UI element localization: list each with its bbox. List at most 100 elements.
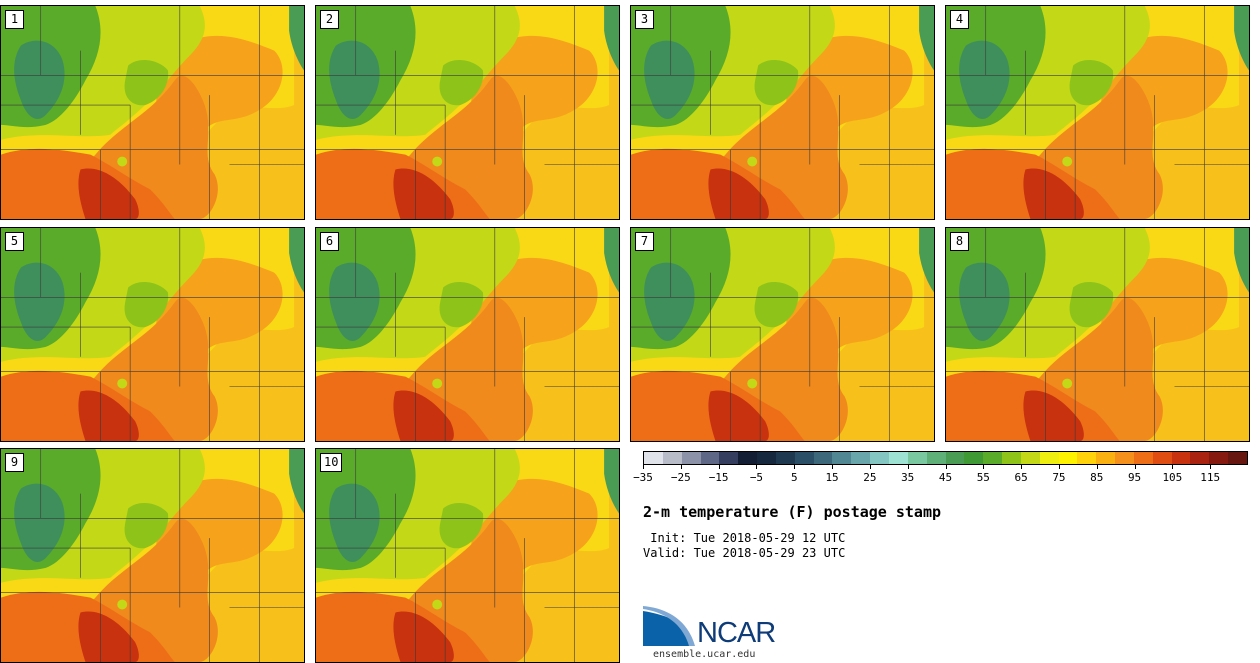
temperature-map: [1, 228, 304, 441]
stamp-panel-1[interactable]: 1: [0, 5, 305, 220]
colorbar-segment: [1096, 452, 1116, 464]
temperature-field: [432, 378, 443, 389]
colorbar-tick-label: 55: [976, 471, 990, 484]
stamp-panel-4[interactable]: 4: [945, 5, 1250, 220]
colorbar-segment: [1133, 452, 1153, 464]
logo-wordmark: NCAR: [697, 617, 776, 649]
temperature-field: [1023, 168, 1084, 219]
colorbar-segment: [1077, 452, 1097, 464]
stamp-panel-7[interactable]: 7: [630, 227, 935, 442]
member-label: 5: [5, 232, 24, 251]
temperature-map: [1, 6, 304, 219]
stamp-panel-10[interactable]: 10: [315, 448, 620, 663]
colorbar-segment: [1171, 452, 1191, 464]
colorbar-segment: [1209, 452, 1229, 464]
colorbar-tick: [832, 465, 834, 469]
valid-time: Valid: Tue 2018-05-29 23 UTC: [643, 546, 846, 560]
colorbar-tick: [1210, 465, 1212, 469]
colorbar-tick: [756, 465, 758, 469]
colorbar-segment: [681, 452, 701, 464]
colorbar-tick-label: 75: [1052, 471, 1066, 484]
temperature-field: [644, 262, 695, 341]
stamp-panel-9[interactable]: 9: [0, 448, 305, 663]
colorbar-segment: [775, 452, 795, 464]
colorbar-segment: [644, 452, 663, 464]
plot-title: 2-m temperature (F) postage stamp: [643, 503, 942, 521]
colorbar-segment: [700, 452, 720, 464]
temperature-field: [124, 282, 169, 328]
logo-url[interactable]: ensemble.ucar.edu: [653, 649, 756, 660]
temperature-field: [124, 503, 169, 549]
colorbar-segment: [1115, 452, 1134, 464]
colorbar-tick: [945, 465, 947, 469]
colorbar-segment: [1002, 452, 1021, 464]
temperature-field: [439, 60, 484, 106]
temperature-field: [393, 390, 454, 441]
stamp-panel-5[interactable]: 5: [0, 227, 305, 442]
colorbar-tick: [794, 465, 796, 469]
colorbar-segment: [1020, 452, 1040, 464]
colorbar-tick: [643, 465, 644, 469]
colorbar-tick-label: 5: [790, 471, 798, 484]
temperature-field: [604, 228, 619, 293]
colorbar-tick-label: 35: [901, 471, 915, 484]
colorbar-tick-label: 15: [825, 471, 839, 484]
temperature-field: [959, 40, 1010, 119]
colorbar-segment: [832, 452, 852, 464]
temperature-field: [117, 378, 128, 389]
colorbar-segment: [813, 452, 833, 464]
temperature-map: [631, 6, 934, 219]
colorbar-segment: [1039, 452, 1059, 464]
init-time: Init: Tue 2018-05-29 12 UTC: [643, 531, 846, 545]
temperature-field: [78, 611, 139, 662]
stamp-panel-3[interactable]: 3: [630, 5, 935, 220]
colorbar-tick-label: 95: [1127, 471, 1142, 484]
temperature-field: [393, 611, 454, 662]
colorbar-segment: [870, 452, 889, 464]
colorbar-segment: [1228, 452, 1247, 464]
colorbar-segment: [945, 452, 965, 464]
temperature-field: [117, 156, 128, 167]
colorbar-tick: [907, 465, 909, 469]
member-label: 1: [5, 10, 24, 29]
temperature-field: [1069, 282, 1114, 328]
colorbar-segment: [907, 452, 927, 464]
temperature-field: [919, 228, 934, 293]
temperature-field: [1069, 60, 1114, 106]
colorbar-tick: [1058, 465, 1060, 469]
temperature-field: [604, 449, 619, 514]
colorbar-tick: [1021, 465, 1023, 469]
member-label: 6: [320, 232, 339, 251]
temperature-map: [946, 6, 1249, 219]
temperature-field: [747, 156, 758, 167]
colorbar-segment: [1152, 452, 1172, 464]
temperature-field: [14, 262, 65, 341]
temperature-field: [289, 228, 304, 293]
temperature-field: [708, 390, 769, 441]
colorbar-tick-label: 105: [1162, 471, 1183, 484]
colorbar-segment: [738, 452, 758, 464]
colorbar-segment: [1058, 452, 1078, 464]
colorbar-tick: [1096, 465, 1098, 469]
stamp-panel-2[interactable]: 2: [315, 5, 620, 220]
colorbar-segment: [662, 452, 682, 464]
colorbar-segment: [757, 452, 776, 464]
member-label: 4: [950, 10, 969, 29]
member-label: 9: [5, 453, 24, 472]
temperature-field: [329, 483, 380, 562]
ncar-logo-icon: [643, 606, 695, 646]
member-label: 8: [950, 232, 969, 251]
stamp-panel-8[interactable]: 8: [945, 227, 1250, 442]
temperature-field: [1023, 390, 1084, 441]
temperature-field: [1062, 156, 1073, 167]
colorbar-tick-label: 115: [1200, 471, 1221, 484]
temperature-field: [1234, 6, 1249, 71]
stamp-panel-6[interactable]: 6: [315, 227, 620, 442]
colorbar-tick-label: 25: [863, 471, 877, 484]
temperature-field: [14, 483, 65, 562]
colorbar-segment: [794, 452, 814, 464]
temperature-field: [432, 156, 443, 167]
temperature-map: [316, 449, 619, 662]
temperature-map: [316, 228, 619, 441]
temperature-field: [432, 599, 443, 610]
